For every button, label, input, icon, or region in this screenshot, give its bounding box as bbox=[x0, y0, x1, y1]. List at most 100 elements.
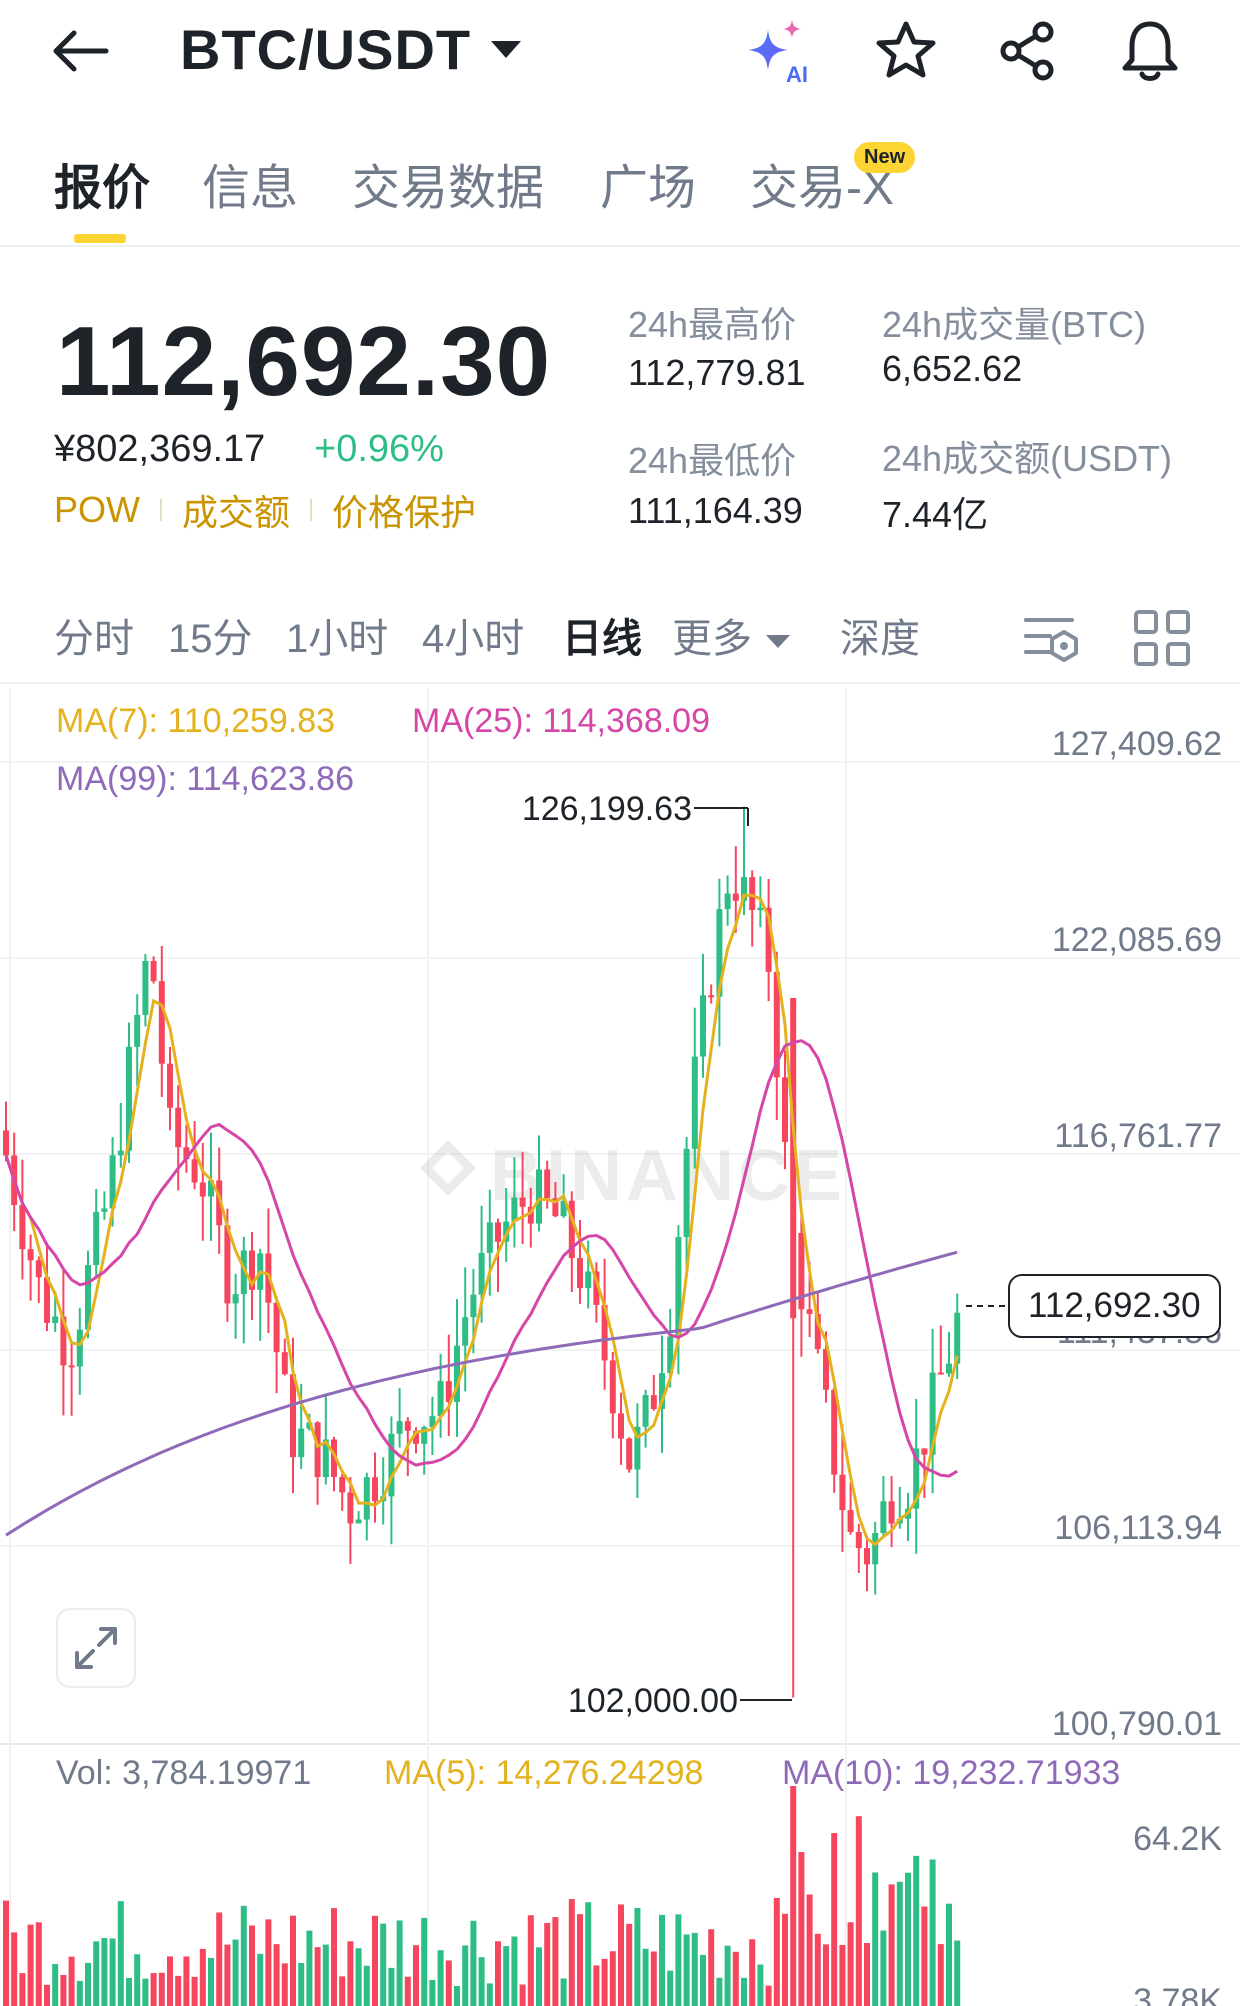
volume-bar bbox=[831, 1833, 838, 2006]
tab-info[interactable]: 信息 bbox=[202, 162, 299, 215]
tag-price-protection[interactable]: 价格保护 bbox=[332, 492, 477, 533]
volume-bar bbox=[429, 1979, 436, 2006]
pair-title: BTC/USDT bbox=[180, 17, 472, 81]
interval-more[interactable]: 更多 bbox=[672, 606, 790, 664]
candle-body bbox=[363, 1477, 370, 1520]
candle-body bbox=[511, 1197, 518, 1222]
volume-bar bbox=[486, 1983, 493, 2006]
volume-bar bbox=[93, 1941, 100, 2006]
candle-body bbox=[388, 1433, 395, 1497]
volume-bar bbox=[445, 1960, 452, 2006]
candle-body bbox=[741, 877, 747, 901]
candle-body bbox=[421, 1427, 428, 1444]
candle-body bbox=[872, 1533, 879, 1565]
tab-square[interactable]: 广场 bbox=[600, 162, 697, 215]
share-button[interactable] bbox=[990, 16, 1066, 86]
tag-pow[interactable]: POW bbox=[54, 489, 140, 530]
candle-body bbox=[216, 1180, 223, 1226]
tab-quote[interactable]: 报价 bbox=[54, 162, 151, 215]
high-label: 24h最高价 bbox=[628, 304, 797, 345]
volume-bar bbox=[872, 1872, 879, 2006]
candle-body bbox=[314, 1422, 321, 1478]
volume-bar bbox=[158, 1972, 165, 2006]
indicator-settings-icon[interactable] bbox=[1020, 606, 1084, 670]
volume-bar bbox=[281, 1963, 288, 2006]
volume-bar bbox=[265, 1919, 272, 2006]
candle-body bbox=[880, 1501, 887, 1534]
candle-body bbox=[683, 1148, 690, 1238]
interval-4h[interactable]: 4小时 bbox=[422, 617, 525, 661]
volume-bar bbox=[3, 1900, 9, 2006]
volume-bar bbox=[109, 1938, 116, 2006]
volume-bar bbox=[560, 1978, 567, 2006]
volume-bar bbox=[216, 1912, 223, 2006]
depth-tab[interactable]: 深度 bbox=[840, 617, 920, 661]
ai-button[interactable]: AI bbox=[742, 16, 818, 86]
volume-usdt-value: 7.44亿 bbox=[882, 494, 989, 535]
interval-time[interactable]: 分时 bbox=[54, 617, 134, 661]
layout-grid-icon[interactable] bbox=[1130, 606, 1194, 670]
volume-bar bbox=[76, 1980, 83, 2006]
volume-bar bbox=[905, 1872, 911, 2006]
candle-body bbox=[478, 1252, 485, 1295]
volume-bar bbox=[724, 1945, 731, 2006]
volume-btc-label: 24h成交量(BTC) bbox=[882, 304, 1147, 345]
candle-body bbox=[19, 1204, 26, 1250]
ma7-line bbox=[4, 893, 959, 1547]
candlestick-chart[interactable]: BINANCE 127,409.62 122,085.69 116,761.77… bbox=[0, 686, 1240, 2006]
candle-body bbox=[437, 1381, 444, 1417]
candle-body bbox=[790, 997, 797, 1319]
candle-body bbox=[298, 1428, 305, 1458]
high-marker: 126,199.63 bbox=[522, 790, 749, 828]
interval-15m[interactable]: 15分 bbox=[168, 617, 253, 661]
candle-body bbox=[224, 1225, 231, 1304]
candle-body bbox=[544, 1169, 551, 1199]
tab-trading-data[interactable]: 交易数据 bbox=[352, 162, 545, 215]
candle-body bbox=[347, 1492, 354, 1524]
fullscreen-button[interactable] bbox=[56, 1608, 136, 1688]
volume-bar bbox=[618, 1904, 624, 2006]
volume-bar bbox=[199, 1948, 206, 2006]
back-arrow-icon bbox=[53, 30, 109, 72]
candle-body bbox=[650, 1395, 657, 1410]
notification-button[interactable] bbox=[1112, 16, 1188, 86]
favorite-button[interactable] bbox=[868, 16, 944, 86]
pair-selector[interactable]: BTC/USDT bbox=[180, 14, 522, 84]
new-badge: New bbox=[854, 142, 916, 173]
volume-bar bbox=[347, 1941, 354, 2006]
candle-body bbox=[486, 1222, 493, 1253]
volume-bar bbox=[175, 1975, 182, 2006]
tag-turnover[interactable]: 成交额 bbox=[182, 492, 291, 533]
candle-body bbox=[937, 1372, 944, 1375]
back-button[interactable] bbox=[50, 18, 130, 84]
volume-bar bbox=[749, 1939, 756, 2006]
candle-body bbox=[642, 1395, 649, 1427]
candle-body bbox=[659, 1373, 665, 1410]
section-tabs: 报价 信息 交易数据 广场 交易-X New bbox=[0, 112, 1240, 247]
interval-1h[interactable]: 1小时 bbox=[286, 617, 389, 661]
candle-body bbox=[757, 907, 764, 911]
binance-watermark: BINANCE bbox=[420, 1136, 842, 1216]
volume-ma5-legend: MA(5): 14,276.24298 bbox=[384, 1754, 704, 1792]
candle-body bbox=[404, 1421, 411, 1431]
volume-bar bbox=[396, 1920, 403, 2006]
price-axis-label: 116,761.77 bbox=[1054, 1117, 1222, 1155]
share-icon bbox=[1000, 21, 1054, 81]
candle-body bbox=[831, 1389, 838, 1475]
current-price-tag[interactable]: 112,692.30 bbox=[1008, 1274, 1221, 1338]
candle-body bbox=[396, 1421, 403, 1434]
volume-bar bbox=[593, 1965, 600, 2006]
candle-body bbox=[495, 1222, 501, 1242]
candle-body bbox=[634, 1426, 641, 1470]
volume-bar bbox=[355, 1948, 362, 2006]
candle-body bbox=[503, 1221, 510, 1242]
interval-1d[interactable]: 日线 bbox=[562, 617, 642, 661]
volume-layer bbox=[3, 1786, 961, 2006]
ma25-line bbox=[4, 1039, 958, 1478]
candle-body bbox=[183, 1147, 190, 1160]
candle-body bbox=[593, 1271, 600, 1305]
volume-bar bbox=[183, 1956, 190, 2006]
candle-body bbox=[609, 1360, 616, 1414]
star-icon bbox=[876, 21, 936, 78]
volume-axis-label: 64.2K bbox=[1133, 1820, 1222, 1858]
